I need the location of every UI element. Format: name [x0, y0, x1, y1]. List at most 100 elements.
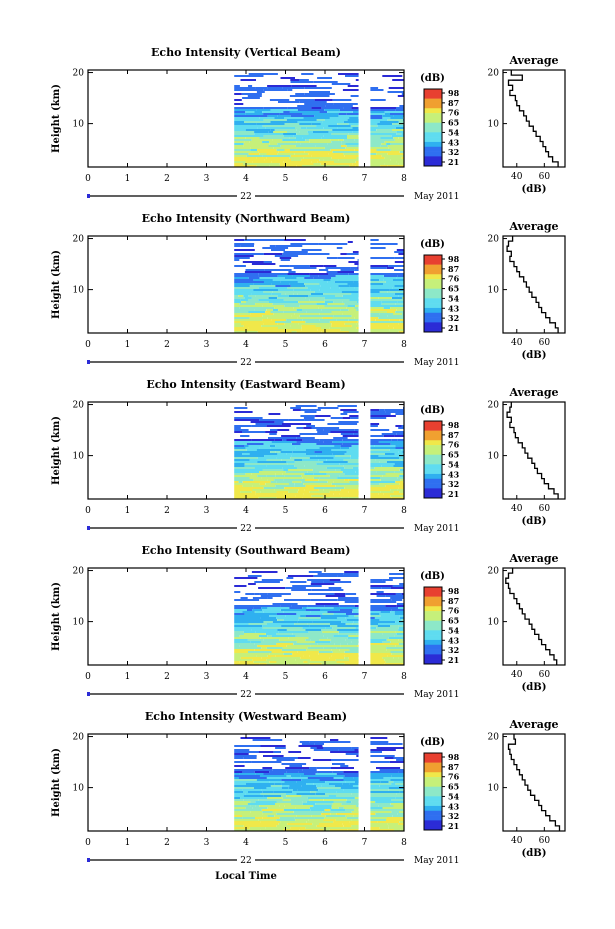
heatmap-cell — [329, 657, 345, 659]
heatmap-cell — [234, 129, 246, 131]
heatmap-cell — [399, 475, 404, 477]
colorbar-tick-label: 65 — [448, 782, 459, 792]
heatmap-cell — [341, 145, 347, 147]
heatmap-cell — [370, 789, 389, 791]
heatmap-cell — [381, 301, 398, 303]
average-profile-line — [506, 402, 559, 499]
heatmap-cell — [294, 623, 308, 625]
heatmap-cell — [370, 803, 391, 805]
heatmap-cell — [321, 813, 331, 815]
heatmap-cell — [277, 323, 285, 325]
heatmap-cell — [280, 77, 295, 79]
heatmap-cell — [255, 87, 268, 89]
heatmap-cell — [348, 615, 355, 617]
heatmap-cell — [282, 797, 308, 799]
colorbar-frame — [423, 586, 443, 665]
heatmap-cell — [302, 459, 319, 461]
heatmap-cell — [284, 149, 290, 151]
heatmap-cell — [265, 311, 271, 313]
colorbar-tick-label: 43 — [448, 801, 460, 811]
heatmap-cell — [294, 313, 320, 315]
heatmap-cell — [240, 737, 271, 739]
heatmap-cell — [370, 141, 385, 143]
heatmap-cell — [395, 797, 404, 799]
heatmap-cell — [234, 615, 263, 617]
heatmap-cell — [392, 815, 404, 817]
heatmap-cell — [343, 789, 352, 791]
heatmap-cell — [312, 823, 319, 825]
heatmap-cell — [234, 161, 246, 163]
x-tick-label: 4 — [243, 506, 249, 516]
heatmap-cell — [280, 451, 293, 453]
heatmap-cell — [337, 477, 359, 479]
heatmap-cell — [399, 779, 404, 781]
heatmap-cell — [305, 139, 310, 141]
heatmap-cell — [247, 803, 252, 805]
heatmap-cell — [263, 639, 279, 641]
heatmap-cell — [271, 239, 285, 241]
heatmap-cell — [327, 775, 345, 777]
heatmap-cell — [259, 277, 285, 279]
heatmap-cell — [321, 785, 335, 787]
heatmap-cell — [370, 657, 383, 659]
heatmap-cell — [343, 573, 359, 575]
heatmap-cell — [275, 473, 283, 475]
x-tick-label: 5 — [283, 340, 289, 350]
heatmap-cell — [374, 467, 404, 469]
heatmap-cell — [302, 627, 326, 629]
heatmap-cell — [396, 277, 404, 279]
heatmap-cell — [377, 125, 404, 127]
heatmap-cell — [250, 147, 274, 149]
heatmap-cell — [234, 773, 240, 775]
colorbar-tick-label: 98 — [448, 88, 460, 98]
heatmap-cell — [234, 307, 240, 309]
heatmap-cell — [291, 287, 308, 289]
heatmap-cell — [335, 819, 346, 821]
heatmap-cell — [260, 637, 289, 639]
heatmap-cell — [267, 607, 290, 609]
heatmap-cell — [263, 611, 284, 613]
heatmap-cell — [234, 795, 244, 797]
heatmap-cell — [297, 281, 328, 283]
x-tick-label: 4 — [243, 838, 249, 848]
heatmap-cell — [398, 295, 404, 297]
heatmap-cell — [250, 805, 256, 807]
heatmap-cell — [339, 493, 359, 495]
heatmap-cell — [234, 473, 246, 475]
heatmap-cell — [352, 467, 359, 469]
heatmap-cell — [316, 463, 340, 465]
heatmap-cell — [292, 791, 310, 793]
heatmap-cell — [342, 615, 349, 617]
heatmap-cell — [248, 153, 260, 155]
heatmap-cell — [304, 419, 325, 421]
heatmap-cell — [316, 429, 324, 431]
heatmap-cell — [309, 807, 332, 809]
heatmap-cell — [275, 485, 295, 487]
heatmap-cell — [288, 787, 317, 789]
heatmap-cell — [400, 829, 404, 831]
heatmap-cell — [263, 323, 278, 325]
heatmap-cell — [287, 575, 314, 577]
heatmap-cell — [242, 453, 250, 455]
heatmap-cell — [396, 249, 404, 251]
heatmap-cell — [311, 427, 340, 429]
heatmap-cell — [234, 827, 250, 829]
colorbar-tick-label: 65 — [448, 284, 459, 294]
heatmap-cell — [370, 165, 380, 167]
heatmap-cell — [283, 611, 304, 613]
heatmap-cell — [370, 125, 378, 127]
heatmap-cell — [243, 795, 264, 797]
heatmap-cell — [290, 807, 296, 809]
panel-title: Echo Intensity (Southward Beam) — [142, 544, 351, 557]
heatmap-cell — [234, 809, 246, 811]
heatmap-cell — [391, 609, 404, 611]
heatmap-cell — [385, 473, 404, 475]
heatmap-cell — [316, 455, 335, 457]
heatmap-cell — [370, 115, 383, 117]
heatmap-cell — [399, 319, 404, 321]
heatmap-cell — [309, 457, 334, 459]
heatmap-cell — [283, 251, 308, 253]
heatmap-cell — [398, 487, 404, 489]
heatmap-cell — [370, 737, 388, 739]
